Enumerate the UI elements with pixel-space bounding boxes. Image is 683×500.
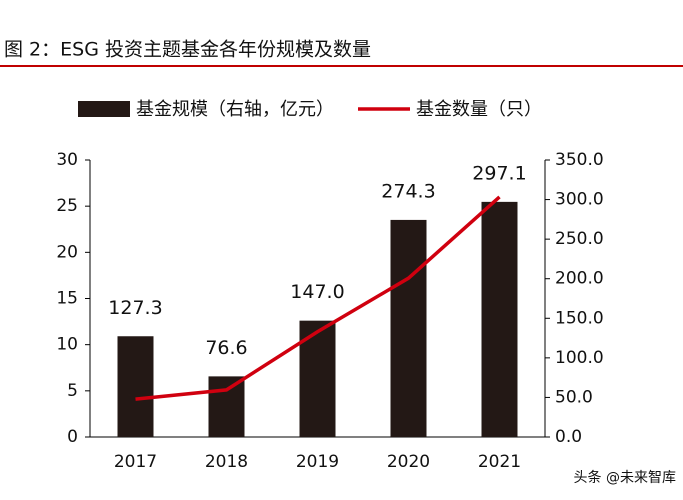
legend-swatch (78, 101, 130, 117)
bar (117, 336, 154, 437)
data-label: 147.0 (290, 281, 344, 303)
watermark: 头条 @未来智库 (574, 469, 676, 486)
y2-tick-label: 50.0 (555, 387, 593, 407)
line (135, 195, 501, 401)
y2-tick-label: 300.0 (555, 190, 604, 210)
data-label: 297.1 (472, 162, 526, 184)
legend-label: 基金数量（只） (416, 99, 542, 120)
y-tick-label: 25 (56, 196, 78, 216)
chart-title: 图 2：ESG 投资主题基金各年份规模及数量 (4, 39, 371, 61)
legend-label: 基金规模（右轴，亿元） (136, 99, 334, 120)
y2-tick-label: 100.0 (555, 348, 604, 368)
y-tick-label: 0 (67, 427, 78, 447)
y-tick-label: 20 (56, 242, 78, 262)
data-label: 127.3 (108, 297, 162, 319)
y-tick-label: 30 (56, 150, 78, 170)
bar (390, 219, 427, 437)
y-tick-label: 5 (67, 381, 78, 401)
x-tick-label: 2017 (114, 452, 157, 472)
x-tick-label: 2020 (387, 452, 430, 472)
y-tick-label: 10 (56, 335, 78, 355)
y2-tick-label: 150.0 (555, 308, 604, 328)
bar (208, 376, 245, 437)
y2-tick-label: 250.0 (555, 229, 604, 249)
data-label: 274.3 (381, 180, 435, 202)
bar (481, 201, 518, 437)
y-tick-label: 15 (56, 289, 78, 309)
x-tick-label: 2021 (478, 452, 521, 472)
x-tick-label: 2019 (296, 452, 339, 472)
data-label: 76.6 (205, 337, 247, 359)
y2-tick-label: 200.0 (555, 269, 604, 289)
x-tick-label: 2018 (205, 452, 248, 472)
y2-tick-label: 0.0 (555, 427, 582, 447)
y2-tick-label: 350.0 (555, 150, 604, 170)
